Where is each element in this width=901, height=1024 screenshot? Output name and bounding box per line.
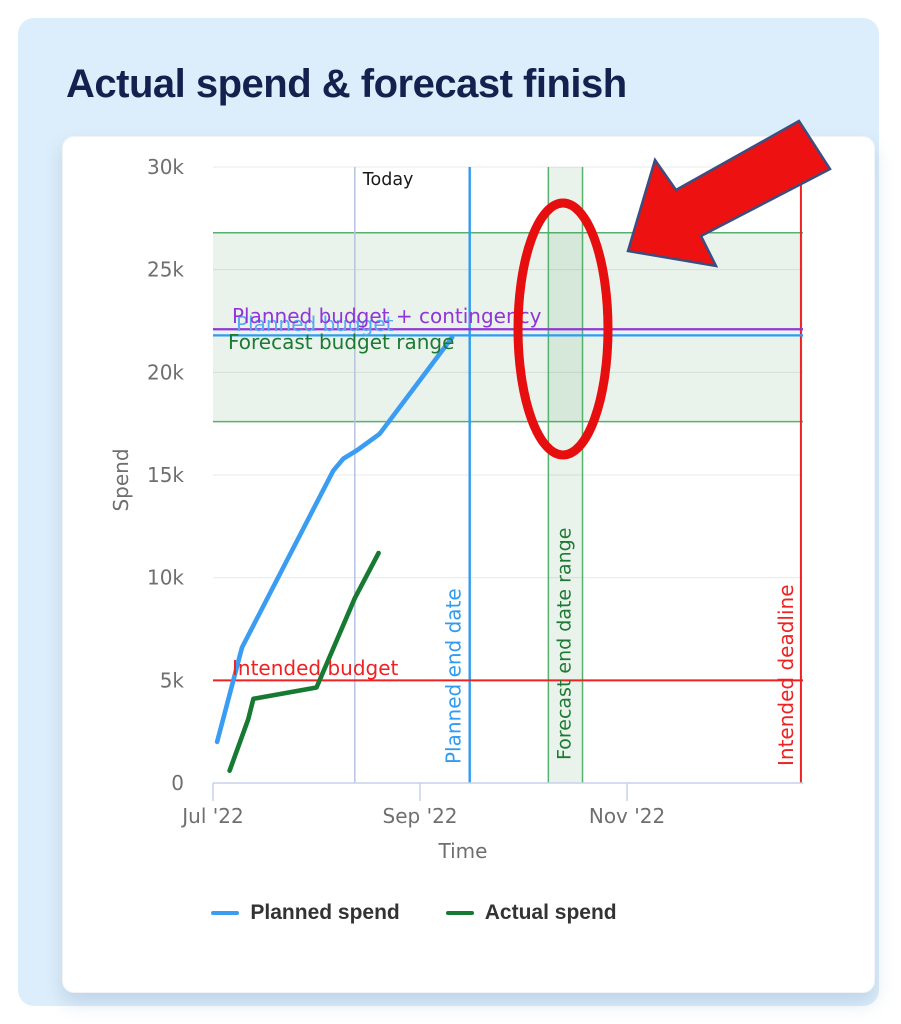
chart-panel [62, 136, 875, 993]
chart-card: Actual spend & forecast finish [18, 18, 879, 1006]
legend-label-planned-spend: Planned spend [250, 901, 400, 924]
legend-label-actual-spend: Actual spend [484, 901, 617, 924]
legend-item-actual-spend[interactable]: Actual spend [445, 901, 617, 925]
page-title: Actual spend & forecast finish [66, 62, 627, 106]
legend-swatch-actual-spend-icon [445, 910, 474, 916]
legend-swatch-planned-spend-icon [211, 910, 240, 916]
legend: Planned spend Actual spend [44, 901, 784, 925]
legend-item-planned-spend[interactable]: Planned spend [211, 901, 400, 925]
